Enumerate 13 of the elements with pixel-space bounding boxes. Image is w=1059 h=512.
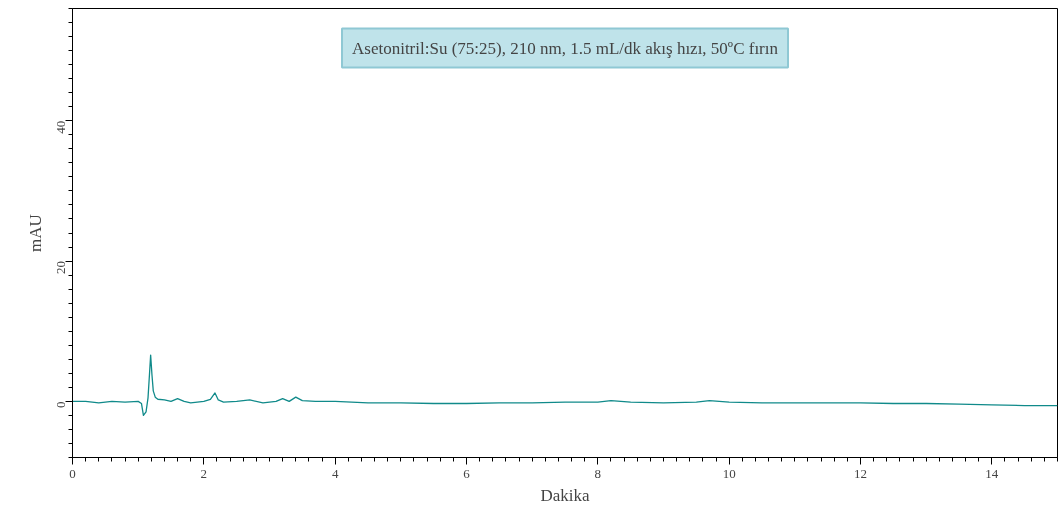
y-tick-label: 0: [52, 401, 68, 408]
x-tick-label: 2: [200, 465, 208, 481]
x-tick-label: 4: [331, 465, 339, 481]
y-tick-label: 20: [52, 261, 68, 275]
x-tick-label: 10: [722, 465, 736, 481]
y-tick-label: 40: [52, 120, 68, 134]
y-axis-title: mAU: [25, 214, 45, 252]
x-tick-label: 8: [594, 465, 602, 481]
x-tick-label: 14: [985, 465, 999, 481]
x-axis-title: Dakika: [540, 485, 590, 505]
x-tick-label: 12: [854, 465, 867, 481]
annotation: Asetonitril:Su (75:25), 210 nm, 1.5 mL/dk akış hızı, 50ºC fırın: [352, 38, 779, 58]
x-tick-label: 6: [463, 465, 471, 481]
